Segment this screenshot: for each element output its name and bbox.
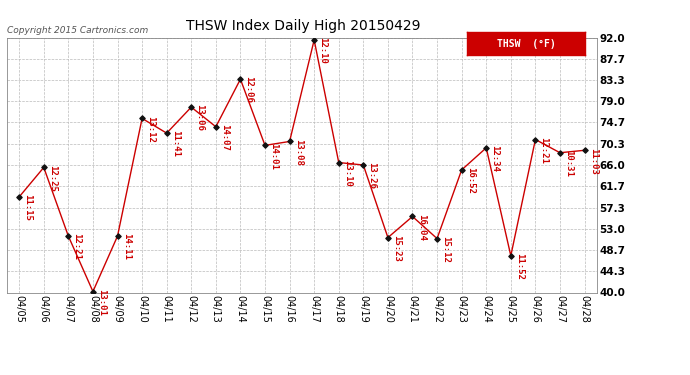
- Point: [38, 165, 49, 171]
- Point: [210, 124, 221, 130]
- Text: 13:12: 13:12: [146, 116, 155, 142]
- Text: 15:12: 15:12: [441, 236, 451, 262]
- Point: [14, 194, 25, 200]
- Point: [88, 288, 99, 294]
- Point: [555, 150, 566, 156]
- Text: 12:21: 12:21: [540, 137, 549, 164]
- Text: 14:11: 14:11: [121, 233, 130, 260]
- Text: 13:26: 13:26: [368, 162, 377, 189]
- Point: [284, 138, 295, 144]
- Text: 12:10: 12:10: [318, 37, 327, 64]
- Text: 13:06: 13:06: [195, 104, 204, 131]
- Text: 13:08: 13:08: [294, 139, 303, 165]
- Text: 16:52: 16:52: [466, 167, 475, 194]
- Point: [456, 167, 467, 173]
- Text: 14:07: 14:07: [220, 124, 229, 151]
- Point: [161, 130, 172, 136]
- Text: 14:01: 14:01: [269, 142, 278, 170]
- Point: [63, 233, 74, 239]
- Text: 11:41: 11:41: [171, 130, 180, 157]
- Point: [481, 145, 492, 151]
- Text: 16:04: 16:04: [417, 214, 426, 241]
- Point: [259, 142, 270, 148]
- Text: 11:15: 11:15: [23, 194, 32, 221]
- Point: [431, 236, 442, 242]
- Text: 12:34: 12:34: [491, 145, 500, 172]
- Point: [112, 233, 123, 239]
- Text: 12:06: 12:06: [244, 76, 254, 103]
- Point: [333, 159, 344, 165]
- Text: 12:25: 12:25: [48, 165, 57, 192]
- Point: [530, 136, 541, 142]
- Point: [308, 37, 319, 43]
- Point: [579, 147, 590, 153]
- Text: 10:31: 10:31: [564, 150, 573, 177]
- Point: [382, 235, 393, 241]
- Point: [186, 104, 197, 110]
- Point: [505, 253, 516, 259]
- Text: Copyright 2015 Cartronics.com: Copyright 2015 Cartronics.com: [7, 26, 148, 35]
- Text: THSW Index Daily High 20150429: THSW Index Daily High 20150429: [186, 19, 421, 33]
- Text: 12:21: 12:21: [72, 233, 81, 260]
- Point: [407, 213, 418, 219]
- Point: [235, 76, 246, 82]
- Text: 13:10: 13:10: [343, 160, 352, 187]
- Point: [137, 116, 148, 122]
- Point: [358, 162, 369, 168]
- Text: 15:23: 15:23: [392, 235, 401, 262]
- Text: 11:52: 11:52: [515, 253, 524, 280]
- Text: 13:01: 13:01: [97, 289, 106, 316]
- Text: 11:03: 11:03: [589, 147, 598, 174]
